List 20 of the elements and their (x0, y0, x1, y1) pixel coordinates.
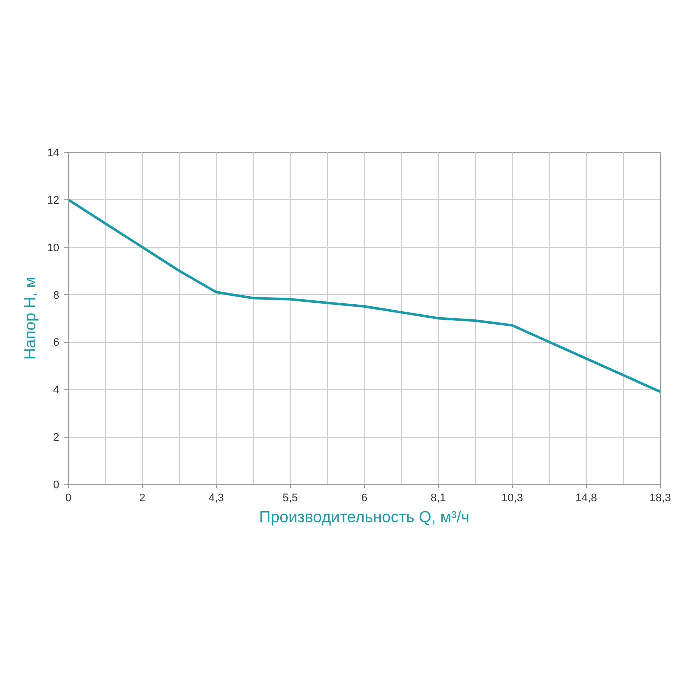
x-tick-label: 2 (139, 492, 146, 504)
x-tick-label: 10,3 (502, 492, 524, 504)
y-tick-label: 4 (53, 384, 60, 397)
x-tick-label: 14,8 (576, 492, 598, 504)
x-tick-label: 4,3 (208, 492, 224, 504)
x-tick-label: 18,3 (650, 492, 672, 504)
y-tick-label: 12 (47, 194, 60, 207)
x-tick-label: 6 (361, 492, 368, 504)
y-tick-label: 14 (47, 148, 60, 160)
x-tick-label: 0 (65, 492, 72, 504)
y-axis-title: Напор Н, м (22, 277, 40, 360)
x-axis-title: Производительность Q, м³/ч (259, 510, 470, 526)
line-series (68, 198, 660, 394)
x-tick-label: 5,5 (282, 492, 298, 504)
y-tick-label: 8 (53, 290, 60, 302)
y-tick-label: 0 (53, 480, 60, 492)
y-tick-label: 10 (47, 242, 60, 254)
y-tick-label: 2 (53, 432, 60, 444)
y-tick-label: 6 (53, 337, 60, 350)
x-tick-label: 8,1 (430, 492, 446, 504)
